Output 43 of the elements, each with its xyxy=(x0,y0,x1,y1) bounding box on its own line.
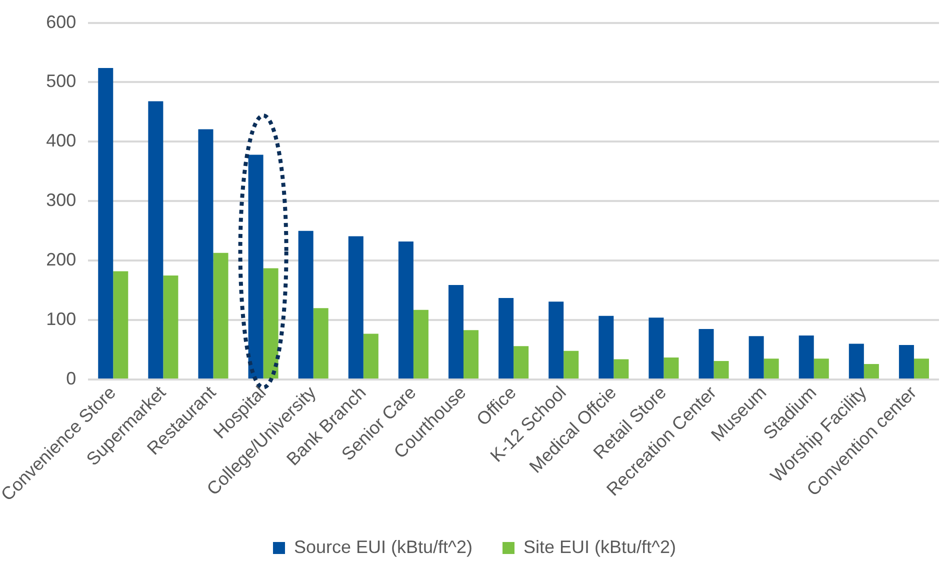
bar xyxy=(564,350,579,378)
bar xyxy=(814,358,829,378)
y-tick-label: 0 xyxy=(66,368,76,388)
bar xyxy=(148,101,164,378)
bar xyxy=(448,284,464,378)
bar xyxy=(213,252,228,378)
bar xyxy=(648,318,664,378)
bar xyxy=(714,361,729,378)
bar xyxy=(163,275,178,378)
bar xyxy=(348,236,364,378)
bar xyxy=(864,364,879,378)
bar xyxy=(98,68,114,378)
bar xyxy=(398,242,414,378)
y-tick-label: 400 xyxy=(46,130,76,151)
bar xyxy=(113,271,128,378)
legend-label: Site EUI (kBtu/ft^2) xyxy=(524,536,676,557)
y-tick-label: 500 xyxy=(46,71,76,92)
bar xyxy=(514,346,529,378)
bar xyxy=(313,308,328,378)
bar xyxy=(298,230,314,378)
bar xyxy=(848,344,864,378)
bar xyxy=(914,358,929,378)
y-tick-label: 600 xyxy=(46,12,76,32)
y-tick-label: 100 xyxy=(46,308,76,329)
bar xyxy=(198,129,214,378)
legend-label: Source EUI (kBtu/ft^2) xyxy=(294,536,473,557)
bar xyxy=(598,316,614,378)
y-tick-label: 200 xyxy=(46,250,76,270)
bar xyxy=(248,154,264,378)
bar xyxy=(413,310,428,378)
bar xyxy=(548,302,564,378)
bar xyxy=(664,357,679,378)
bar xyxy=(263,268,278,378)
bar xyxy=(764,358,779,378)
bar xyxy=(363,334,378,378)
bar xyxy=(498,298,514,378)
y-tick-label: 300 xyxy=(46,190,76,210)
bar xyxy=(464,330,479,378)
bar xyxy=(698,328,714,378)
bar xyxy=(798,335,814,378)
bar xyxy=(898,344,914,378)
bar xyxy=(614,359,629,378)
bar xyxy=(748,336,764,378)
